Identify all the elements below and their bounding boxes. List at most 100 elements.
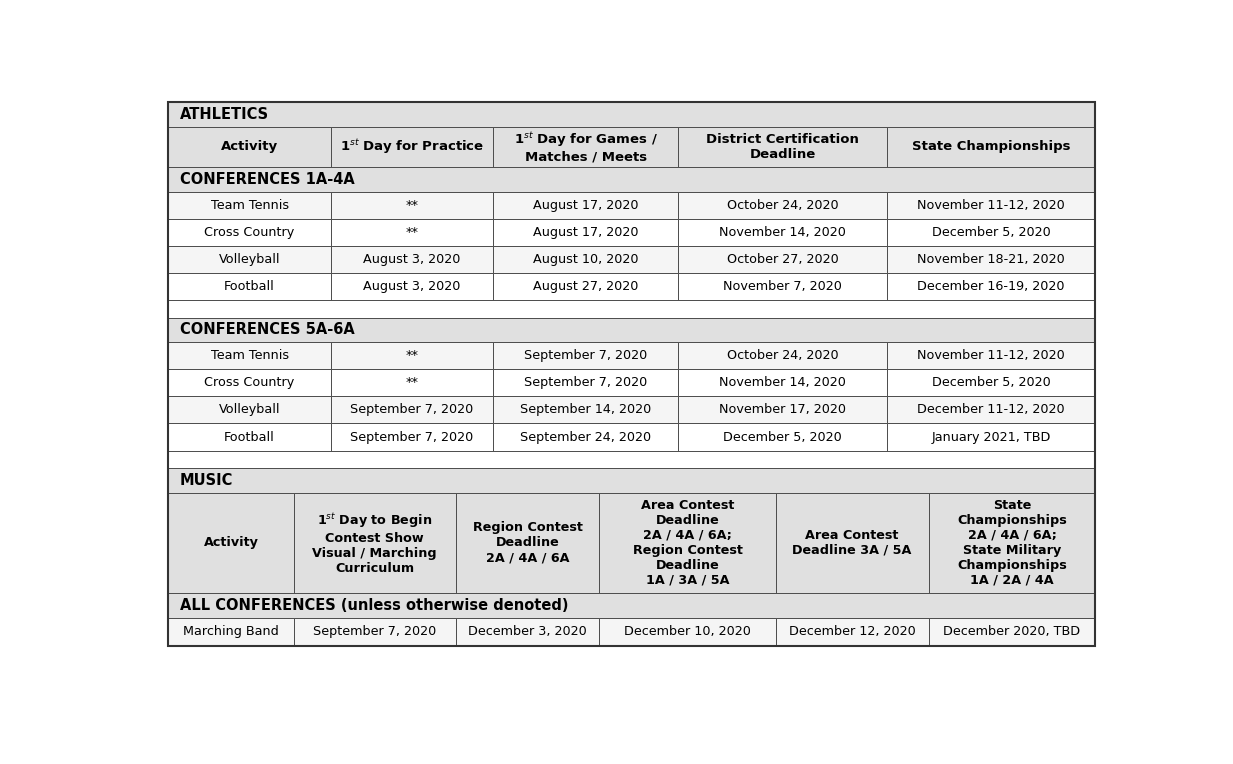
Text: MUSIC: MUSIC bbox=[180, 473, 233, 488]
Text: November 14, 2020: November 14, 2020 bbox=[719, 226, 846, 239]
Text: September 7, 2020: September 7, 2020 bbox=[524, 377, 647, 390]
Text: November 14, 2020: November 14, 2020 bbox=[719, 377, 846, 390]
Text: ATHLETICS: ATHLETICS bbox=[180, 107, 269, 122]
Bar bbox=[887, 423, 1095, 451]
Bar bbox=[599, 493, 776, 593]
Text: December 5, 2020: December 5, 2020 bbox=[724, 430, 842, 443]
Text: December 10, 2020: December 10, 2020 bbox=[624, 625, 751, 638]
Bar bbox=[330, 342, 493, 369]
Bar bbox=[776, 617, 928, 646]
Text: Cross Country: Cross Country bbox=[205, 377, 295, 390]
Bar bbox=[169, 167, 1095, 192]
Bar bbox=[887, 127, 1095, 167]
Bar bbox=[678, 397, 887, 423]
Text: CONFERENCES 1A-4A: CONFERENCES 1A-4A bbox=[180, 172, 355, 187]
Text: 1$^{st}$ Day for Practice: 1$^{st}$ Day for Practice bbox=[339, 138, 483, 157]
Bar bbox=[169, 423, 330, 451]
Text: November 11-12, 2020: November 11-12, 2020 bbox=[917, 349, 1065, 362]
Bar bbox=[928, 493, 1095, 593]
Text: September 7, 2020: September 7, 2020 bbox=[524, 349, 647, 362]
Bar bbox=[169, 192, 330, 219]
Bar bbox=[330, 397, 493, 423]
Bar bbox=[493, 127, 678, 167]
Bar bbox=[330, 423, 493, 451]
Bar bbox=[887, 192, 1095, 219]
Text: 1$^{st}$ Day to Begin
Contest Show
Visual / Marching
Curriculum: 1$^{st}$ Day to Begin Contest Show Visua… bbox=[312, 511, 436, 575]
Text: September 24, 2020: September 24, 2020 bbox=[520, 430, 651, 443]
Bar bbox=[169, 127, 330, 167]
Bar bbox=[169, 300, 1095, 318]
Bar bbox=[678, 369, 887, 397]
Bar bbox=[928, 617, 1095, 646]
Text: **: ** bbox=[406, 199, 418, 212]
Text: December 5, 2020: December 5, 2020 bbox=[932, 377, 1051, 390]
Text: September 14, 2020: September 14, 2020 bbox=[520, 403, 651, 416]
Text: December 2020, TBD: December 2020, TBD bbox=[943, 625, 1080, 638]
Bar bbox=[330, 369, 493, 397]
Bar bbox=[169, 273, 330, 300]
Bar bbox=[493, 246, 678, 273]
Text: CONFERENCES 5A-6A: CONFERENCES 5A-6A bbox=[180, 322, 355, 338]
Text: Area Contest
Deadline 3A / 5A: Area Contest Deadline 3A / 5A bbox=[793, 529, 911, 557]
Bar bbox=[678, 273, 887, 300]
Bar bbox=[169, 318, 1095, 342]
Bar bbox=[169, 342, 330, 369]
Bar bbox=[678, 127, 887, 167]
Text: September 7, 2020: September 7, 2020 bbox=[313, 625, 436, 638]
Bar bbox=[493, 342, 678, 369]
Text: August 10, 2020: August 10, 2020 bbox=[533, 253, 639, 266]
Bar bbox=[169, 493, 293, 593]
Bar bbox=[887, 397, 1095, 423]
Bar bbox=[678, 192, 887, 219]
Bar bbox=[493, 219, 678, 246]
Text: ALL CONFERENCES (unless otherwise denoted): ALL CONFERENCES (unless otherwise denote… bbox=[180, 597, 568, 613]
Text: December 12, 2020: December 12, 2020 bbox=[789, 625, 915, 638]
Bar bbox=[493, 192, 678, 219]
Text: October 27, 2020: October 27, 2020 bbox=[726, 253, 838, 266]
Text: State
Championships
2A / 4A / 6A;
State Military
Championships
1A / 2A / 4A: State Championships 2A / 4A / 6A; State … bbox=[957, 499, 1067, 587]
Text: September 7, 2020: September 7, 2020 bbox=[350, 403, 473, 416]
Bar bbox=[330, 192, 493, 219]
Bar bbox=[678, 246, 887, 273]
Text: Region Contest
Deadline
2A / 4A / 6A: Region Contest Deadline 2A / 4A / 6A bbox=[472, 521, 582, 565]
Text: Football: Football bbox=[224, 430, 275, 443]
Bar bbox=[169, 246, 330, 273]
Text: Activity: Activity bbox=[203, 536, 259, 549]
Bar bbox=[169, 102, 1095, 127]
Bar bbox=[293, 493, 456, 593]
Text: Activity: Activity bbox=[221, 141, 279, 154]
Text: Team Tennis: Team Tennis bbox=[211, 349, 289, 362]
Text: December 5, 2020: December 5, 2020 bbox=[932, 226, 1051, 239]
Text: Team Tennis: Team Tennis bbox=[211, 199, 289, 212]
Bar bbox=[169, 468, 1095, 493]
Text: Cross Country: Cross Country bbox=[205, 226, 295, 239]
Bar bbox=[887, 219, 1095, 246]
Bar bbox=[169, 369, 330, 397]
Bar bbox=[493, 369, 678, 397]
Text: November 7, 2020: November 7, 2020 bbox=[723, 280, 842, 293]
Bar bbox=[493, 423, 678, 451]
Bar bbox=[776, 493, 928, 593]
Text: Marching Band: Marching Band bbox=[184, 625, 279, 638]
Text: December 16-19, 2020: December 16-19, 2020 bbox=[917, 280, 1065, 293]
Text: November 11-12, 2020: November 11-12, 2020 bbox=[917, 199, 1065, 212]
Bar bbox=[678, 423, 887, 451]
Text: Football: Football bbox=[224, 280, 275, 293]
Bar bbox=[169, 451, 1095, 468]
Text: August 17, 2020: August 17, 2020 bbox=[533, 226, 639, 239]
Text: Volleyball: Volleyball bbox=[218, 403, 280, 416]
Text: September 7, 2020: September 7, 2020 bbox=[350, 430, 473, 443]
Bar bbox=[599, 617, 776, 646]
Bar bbox=[887, 273, 1095, 300]
Text: **: ** bbox=[406, 226, 418, 239]
Bar bbox=[169, 219, 330, 246]
Text: State Championships: State Championships bbox=[912, 141, 1070, 154]
Text: October 24, 2020: October 24, 2020 bbox=[726, 199, 838, 212]
Text: January 2021, TBD: January 2021, TBD bbox=[931, 430, 1051, 443]
Text: August 17, 2020: August 17, 2020 bbox=[533, 199, 639, 212]
Text: Area Contest
Deadline
2A / 4A / 6A;
Region Contest
Deadline
1A / 3A / 5A: Area Contest Deadline 2A / 4A / 6A; Regi… bbox=[633, 499, 742, 587]
Bar bbox=[330, 219, 493, 246]
Text: August 27, 2020: August 27, 2020 bbox=[533, 280, 639, 293]
Bar bbox=[887, 246, 1095, 273]
Bar bbox=[493, 397, 678, 423]
